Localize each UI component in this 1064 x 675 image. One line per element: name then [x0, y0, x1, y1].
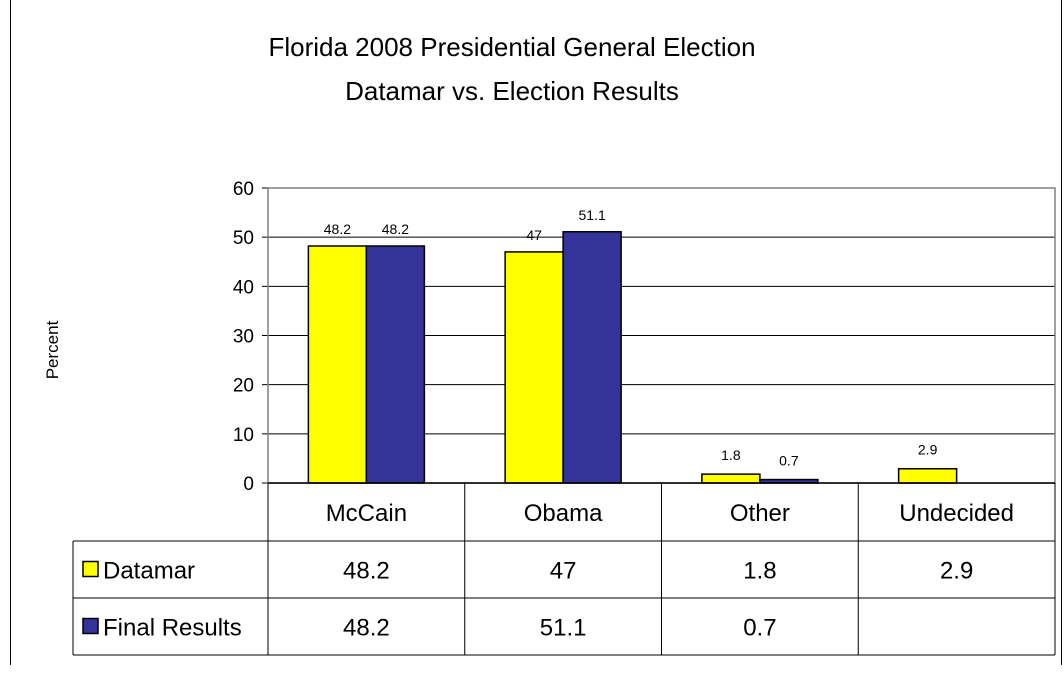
table-cell: 47: [550, 558, 577, 585]
legend-label: Final Results: [103, 615, 242, 642]
y-tick-label: 0: [243, 474, 254, 495]
data-label: 1.8: [721, 447, 741, 463]
data-label: 0.7: [779, 453, 799, 469]
table-cell: 48.2: [343, 615, 390, 642]
bar-datamar: [701, 473, 761, 484]
data-label: 48.2: [324, 221, 351, 237]
category-label: Other: [730, 500, 790, 527]
legend-key: [82, 560, 99, 578]
bar-datamar: [504, 251, 564, 484]
chart-title: Florida 2008 Presidential General Electi…: [268, 32, 755, 62]
y-tick-label: 50: [233, 228, 254, 249]
category-label: Undecided: [899, 500, 1014, 527]
legend-label: Datamar: [103, 558, 195, 585]
category-label: McCain: [326, 500, 407, 527]
data-label: 51.1: [579, 207, 606, 223]
bar-final-results: [365, 245, 426, 484]
chart-subtitle: Datamar vs. Election Results: [345, 76, 679, 106]
data-label: 48.2: [382, 221, 409, 237]
table-cell: 1.8: [743, 558, 776, 585]
y-tick-label: 10: [233, 425, 254, 446]
y-tick-label: 30: [233, 327, 254, 348]
y-tick-label: 60: [233, 179, 254, 200]
bar-datamar: [307, 245, 368, 484]
bar-final-results: [562, 231, 622, 484]
plot-area: 0 10 20 30 40 50 60 48.2 48.2 47 51.1 1.8 0.7 2.9: [233, 179, 1056, 495]
table-cell: 2.9: [940, 558, 973, 585]
y-tick-label: 20: [233, 376, 254, 397]
table-cell: 48.2: [343, 558, 390, 585]
y-tick-label: 40: [233, 277, 254, 298]
table-cell: 51.1: [540, 615, 587, 642]
data-label: 47: [526, 227, 542, 243]
data-table: McCain Obama Other Undecided Datamar 48.2 47 1.…: [72, 483, 1056, 656]
data-label: 2.9: [918, 442, 938, 458]
bar-datamar: [897, 467, 958, 484]
y-axis-label: Percent: [43, 320, 62, 379]
category-label: Obama: [524, 500, 603, 527]
legend-key: [82, 617, 99, 635]
table-cell: 0.7: [743, 615, 776, 642]
chart-frame: [10, 0, 1062, 665]
